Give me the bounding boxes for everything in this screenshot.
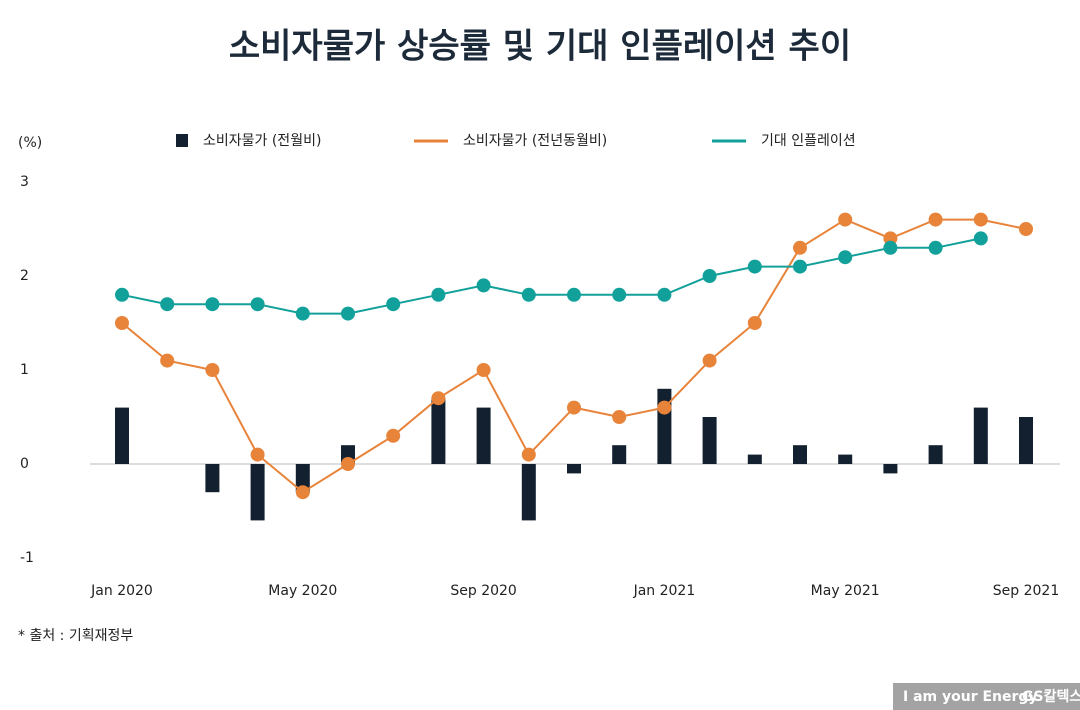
bar — [431, 398, 446, 464]
point — [250, 297, 265, 312]
point — [747, 259, 762, 274]
point — [702, 269, 717, 283]
point — [386, 297, 401, 312]
point — [612, 287, 627, 302]
point — [521, 447, 536, 462]
point — [431, 287, 446, 302]
x-tick-label: Jan 2021 — [633, 583, 696, 599]
bar — [250, 464, 265, 521]
point — [702, 353, 717, 368]
point — [928, 240, 943, 255]
chart-title: 소비자물가 상승률 및 기대 인플레이션 추이 — [229, 27, 851, 67]
bar — [747, 454, 762, 464]
point — [657, 287, 672, 302]
bar — [883, 464, 898, 474]
point — [793, 259, 807, 274]
bar — [928, 445, 943, 464]
point — [657, 400, 672, 415]
point — [250, 447, 265, 462]
point — [476, 278, 491, 293]
bar — [973, 407, 988, 464]
bar — [657, 388, 672, 464]
point — [973, 212, 988, 227]
point — [160, 297, 175, 312]
point — [838, 250, 853, 265]
x-tick-label: May 2021 — [811, 583, 880, 599]
bar — [838, 454, 853, 464]
bar — [521, 464, 536, 521]
point — [431, 391, 446, 406]
point — [883, 240, 898, 255]
bar — [205, 464, 220, 493]
line — [121, 237, 982, 315]
y-tick-label: 3 — [20, 174, 29, 190]
point — [205, 297, 220, 312]
legend-label: 소비자물가 (전월비) — [203, 133, 321, 149]
x-tick-label: Sep 2020 — [450, 583, 516, 599]
legend-label: 기대 인플레이션 — [761, 133, 856, 149]
source-note: * 출처 : 기획재정부 — [18, 628, 133, 644]
point — [521, 287, 536, 302]
point — [793, 240, 807, 255]
bar — [793, 445, 807, 464]
point — [341, 457, 355, 471]
legend-swatch — [176, 134, 188, 147]
point — [205, 363, 220, 377]
x-tick-label: Jan 2020 — [90, 583, 153, 599]
y-tick-label: 2 — [20, 268, 29, 284]
bar — [476, 407, 491, 464]
bar — [1019, 417, 1033, 464]
point — [838, 212, 853, 227]
point — [341, 306, 355, 321]
y-axis-label: (%) — [18, 135, 42, 151]
point — [928, 212, 943, 227]
y-tick-label: 0 — [20, 456, 29, 472]
point — [386, 428, 401, 443]
x-tick-label: Sep 2021 — [993, 583, 1059, 599]
point — [567, 287, 581, 302]
x-tick-label: May 2020 — [268, 583, 337, 599]
bar — [567, 464, 581, 474]
point — [295, 485, 310, 500]
brand-box — [893, 683, 1080, 710]
bar — [702, 417, 717, 464]
point — [1019, 222, 1033, 236]
point — [295, 306, 310, 321]
point — [115, 316, 129, 330]
legend-label: 소비자물가 (전년동월비) — [463, 133, 607, 149]
point — [567, 400, 581, 415]
point — [973, 231, 988, 246]
point — [747, 316, 762, 330]
point — [476, 363, 491, 377]
bar — [295, 464, 310, 493]
brand-tagline: I am your Energy — [903, 689, 1038, 705]
point — [115, 287, 129, 302]
y-tick-label: 1 — [20, 362, 29, 378]
bar — [115, 407, 129, 464]
point — [160, 353, 175, 368]
brand-name: GS칼텍스 — [1022, 688, 1080, 705]
point — [612, 410, 627, 424]
y-tick-label: -1 — [20, 550, 34, 566]
bar — [612, 445, 627, 464]
